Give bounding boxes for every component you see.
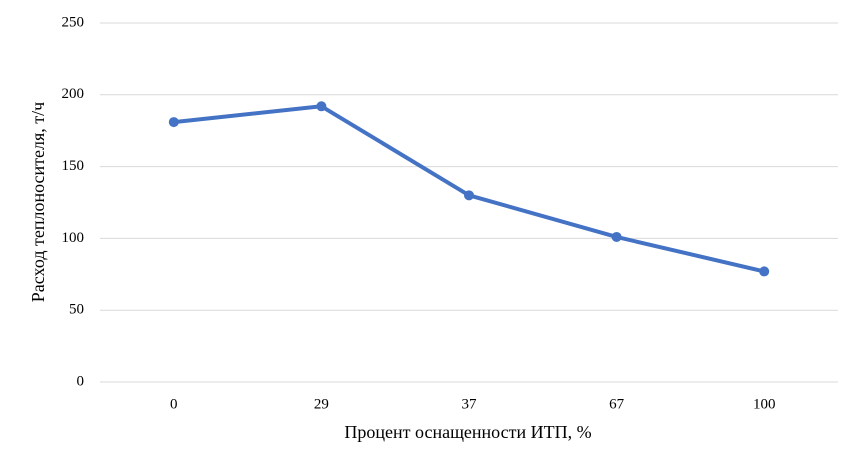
marker — [611, 231, 622, 242]
x-tick-label: 67 — [609, 396, 625, 412]
y-tick-label: 50 — [69, 302, 84, 318]
y-tick-label: 100 — [62, 230, 85, 246]
y-tick-label: 0 — [77, 373, 85, 389]
line — [173, 104, 765, 274]
x-axis-label: Процент оснащенности ИТП, % — [344, 422, 591, 442]
x-tick-label: 29 — [314, 396, 329, 412]
y-axis-label: Расход теплоносителя, т/ч — [28, 102, 48, 302]
marker — [316, 101, 327, 112]
marker — [759, 266, 770, 277]
y-tick-label: 250 — [62, 14, 85, 30]
y-tick-label: 200 — [62, 86, 85, 102]
y-tick-label: 150 — [62, 158, 85, 174]
x-tick-label: 0 — [170, 396, 178, 412]
x-tick-label: 37 — [462, 396, 478, 412]
marker — [464, 190, 474, 201]
x-tick-label: 100 — [753, 396, 776, 412]
marker — [168, 117, 179, 128]
